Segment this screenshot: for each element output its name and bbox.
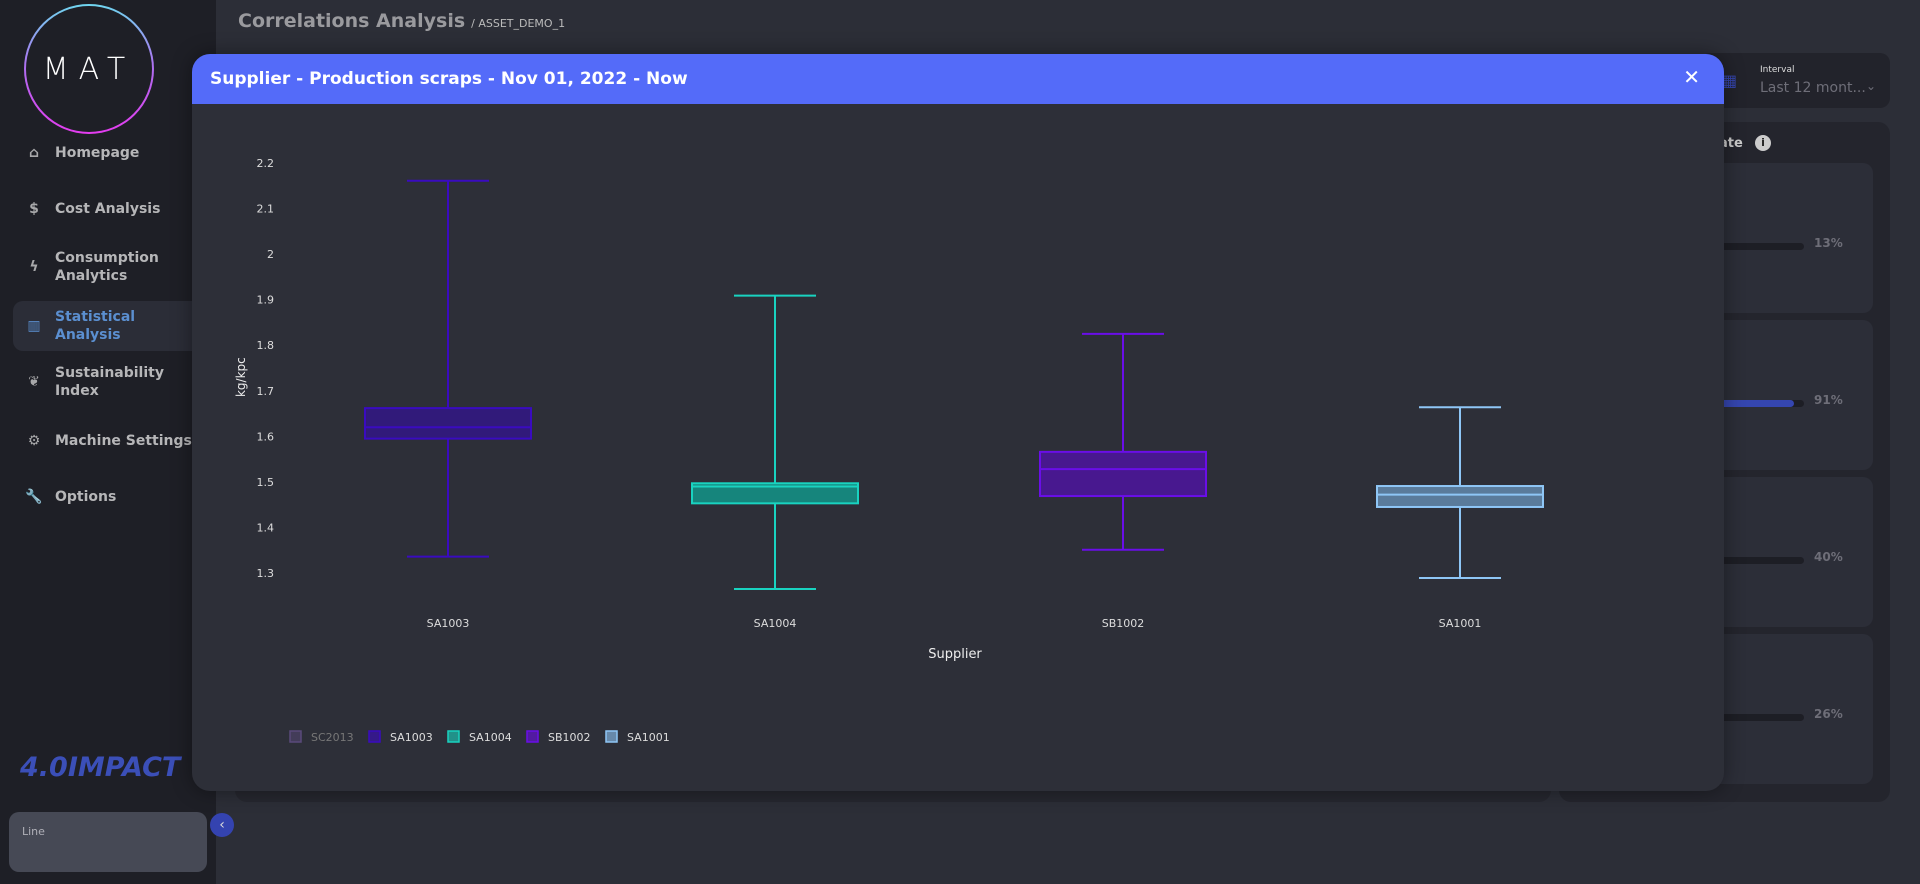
y-tick-label: 1.6 <box>257 430 275 443</box>
progress-fill <box>1690 400 1794 407</box>
close-icon[interactable]: ✕ <box>1683 65 1700 89</box>
box-SA1003 <box>364 407 532 440</box>
box-plot: 2.2 2.1 2 1.9 1.8 1.7 1.6 1.5 1.4 1.3 kg/kpc SA1003… <box>234 157 1544 744</box>
sidebar-item-cost-analysis[interactable]: $ Cost Analysis <box>13 184 216 234</box>
sidebar-item-label: Consumption Analytics <box>55 250 159 284</box>
progress-bar <box>1690 400 1804 407</box>
sidebar-item-machine-settings[interactable]: ⚙ Machine Settings <box>13 416 216 466</box>
sidebar-item-label: Statistical Analysis <box>55 309 136 343</box>
legend-item-SA1004[interactable]: SA1004 <box>469 731 512 744</box>
sidebar-item-statistical-analysis[interactable]: ▥ Statistical Analysis <box>13 301 216 351</box>
y-tick-label: 2.2 <box>257 157 275 170</box>
interval-filter[interactable]: ▦ Interval Last 12 mont... ⌄ <box>1700 53 1890 108</box>
legend-swatch[interactable] <box>289 730 302 743</box>
impact-logo: 4.0IMPACT <box>20 752 181 783</box>
y-tick-label: 1.7 <box>257 385 275 398</box>
progress-percent: 13% <box>1814 236 1843 250</box>
sidebar-item-homepage[interactable]: ⌂ Homepage <box>13 128 216 178</box>
y-tick-label: 2.1 <box>257 203 275 216</box>
progress-percent: 26% <box>1814 707 1843 721</box>
asset-breadcrumb: / ASSET_DEMO_1 <box>471 17 566 30</box>
sidebar-item-label: Machine Settings <box>55 433 192 449</box>
lightning-icon: ϟ <box>29 259 39 275</box>
x-axis-title: Supplier <box>928 647 982 662</box>
legend-item-SC2013[interactable]: SC2013 <box>311 731 354 744</box>
chart-icon: ▥ <box>27 318 41 334</box>
legend-item-SA1003[interactable]: SA1003 <box>390 731 433 744</box>
line-label: Line <box>22 825 45 838</box>
progress-bar <box>1690 714 1804 721</box>
y-tick-label: 1.4 <box>257 521 275 534</box>
legend-swatch[interactable] <box>368 730 381 743</box>
page-title-text: Correlations Analysis <box>238 10 466 32</box>
sidebar-item-options[interactable]: 🔧 Options <box>13 472 216 522</box>
y-tick-label: 2 <box>267 248 274 261</box>
money-bag-icon: $ <box>29 201 39 217</box>
y-axis-title: kg/kpc <box>234 357 248 397</box>
legend-item-SB1002[interactable]: SB1002 <box>548 731 591 744</box>
legend-item-SA1001[interactable]: SA1001 <box>627 731 670 744</box>
sidebar-item-label: Options <box>55 489 117 505</box>
y-tick-label: 1.9 <box>257 294 275 307</box>
progress-bar <box>1690 557 1804 564</box>
calendar-icon[interactable]: ▦ <box>1722 71 1738 90</box>
box-SA1004 <box>691 482 859 505</box>
chart-modal: Supplier - Production scraps - Nov 01, 2… <box>192 54 1724 791</box>
modal-header: Supplier - Production scraps - Nov 01, 2… <box>192 54 1724 104</box>
progress-bar <box>1690 243 1804 250</box>
line-selector[interactable]: Line <box>9 812 207 872</box>
wrench-icon: 🔧 <box>25 489 43 505</box>
info-icon[interactable]: i <box>1755 135 1771 151</box>
modal-title: Supplier - Production scraps - Nov 01, 2… <box>210 69 688 89</box>
sidebar: MAT ⌂ Homepage $ Cost Analysis ϟ Consumption … <box>0 0 216 884</box>
chevron-down-icon[interactable]: ⌄ <box>1866 79 1877 93</box>
box-SB1002 <box>1039 450 1207 498</box>
legend-swatch[interactable] <box>447 730 460 743</box>
interval-label: Interval <box>1760 65 1795 75</box>
collapse-sidebar-button[interactable]: ‹ <box>210 813 234 837</box>
x-tick-label: SA1001 <box>1439 617 1482 630</box>
leaf-icon: ❦ <box>28 374 40 390</box>
box-SA1001 <box>1376 485 1544 508</box>
home-icon: ⌂ <box>28 145 40 161</box>
progress-percent: 40% <box>1814 550 1843 564</box>
mat-logo: MAT <box>24 4 154 134</box>
legend-swatch[interactable] <box>526 730 539 743</box>
x-tick-label: SA1003 <box>427 617 470 630</box>
interval-select[interactable]: Last 12 mont... <box>1760 80 1866 96</box>
sidebar-item-consumption-analytics[interactable]: ϟ Consumption Analytics <box>13 242 216 292</box>
y-tick-label: 1.3 <box>257 567 275 580</box>
y-tick-label: 1.8 <box>257 339 275 352</box>
gear-icon: ⚙ <box>27 433 41 449</box>
sidebar-item-label: Sustainability Index <box>55 365 164 399</box>
y-tick-label: 1.5 <box>257 476 275 489</box>
progress-percent: 91% <box>1814 393 1843 407</box>
sidebar-item-label: Homepage <box>55 145 140 161</box>
sidebar-item-label: Cost Analysis <box>55 201 161 217</box>
legend-swatch[interactable] <box>605 730 618 743</box>
panel-title: ate <box>1719 136 1743 151</box>
x-tick-label: SA1004 <box>754 617 797 630</box>
page-title: Correlations Analysis / ASSET_DEMO_1 <box>238 10 565 32</box>
sidebar-item-sustainability-index[interactable]: ❦ Sustainability Index <box>13 357 216 407</box>
x-tick-label: SB1002 <box>1102 617 1145 630</box>
